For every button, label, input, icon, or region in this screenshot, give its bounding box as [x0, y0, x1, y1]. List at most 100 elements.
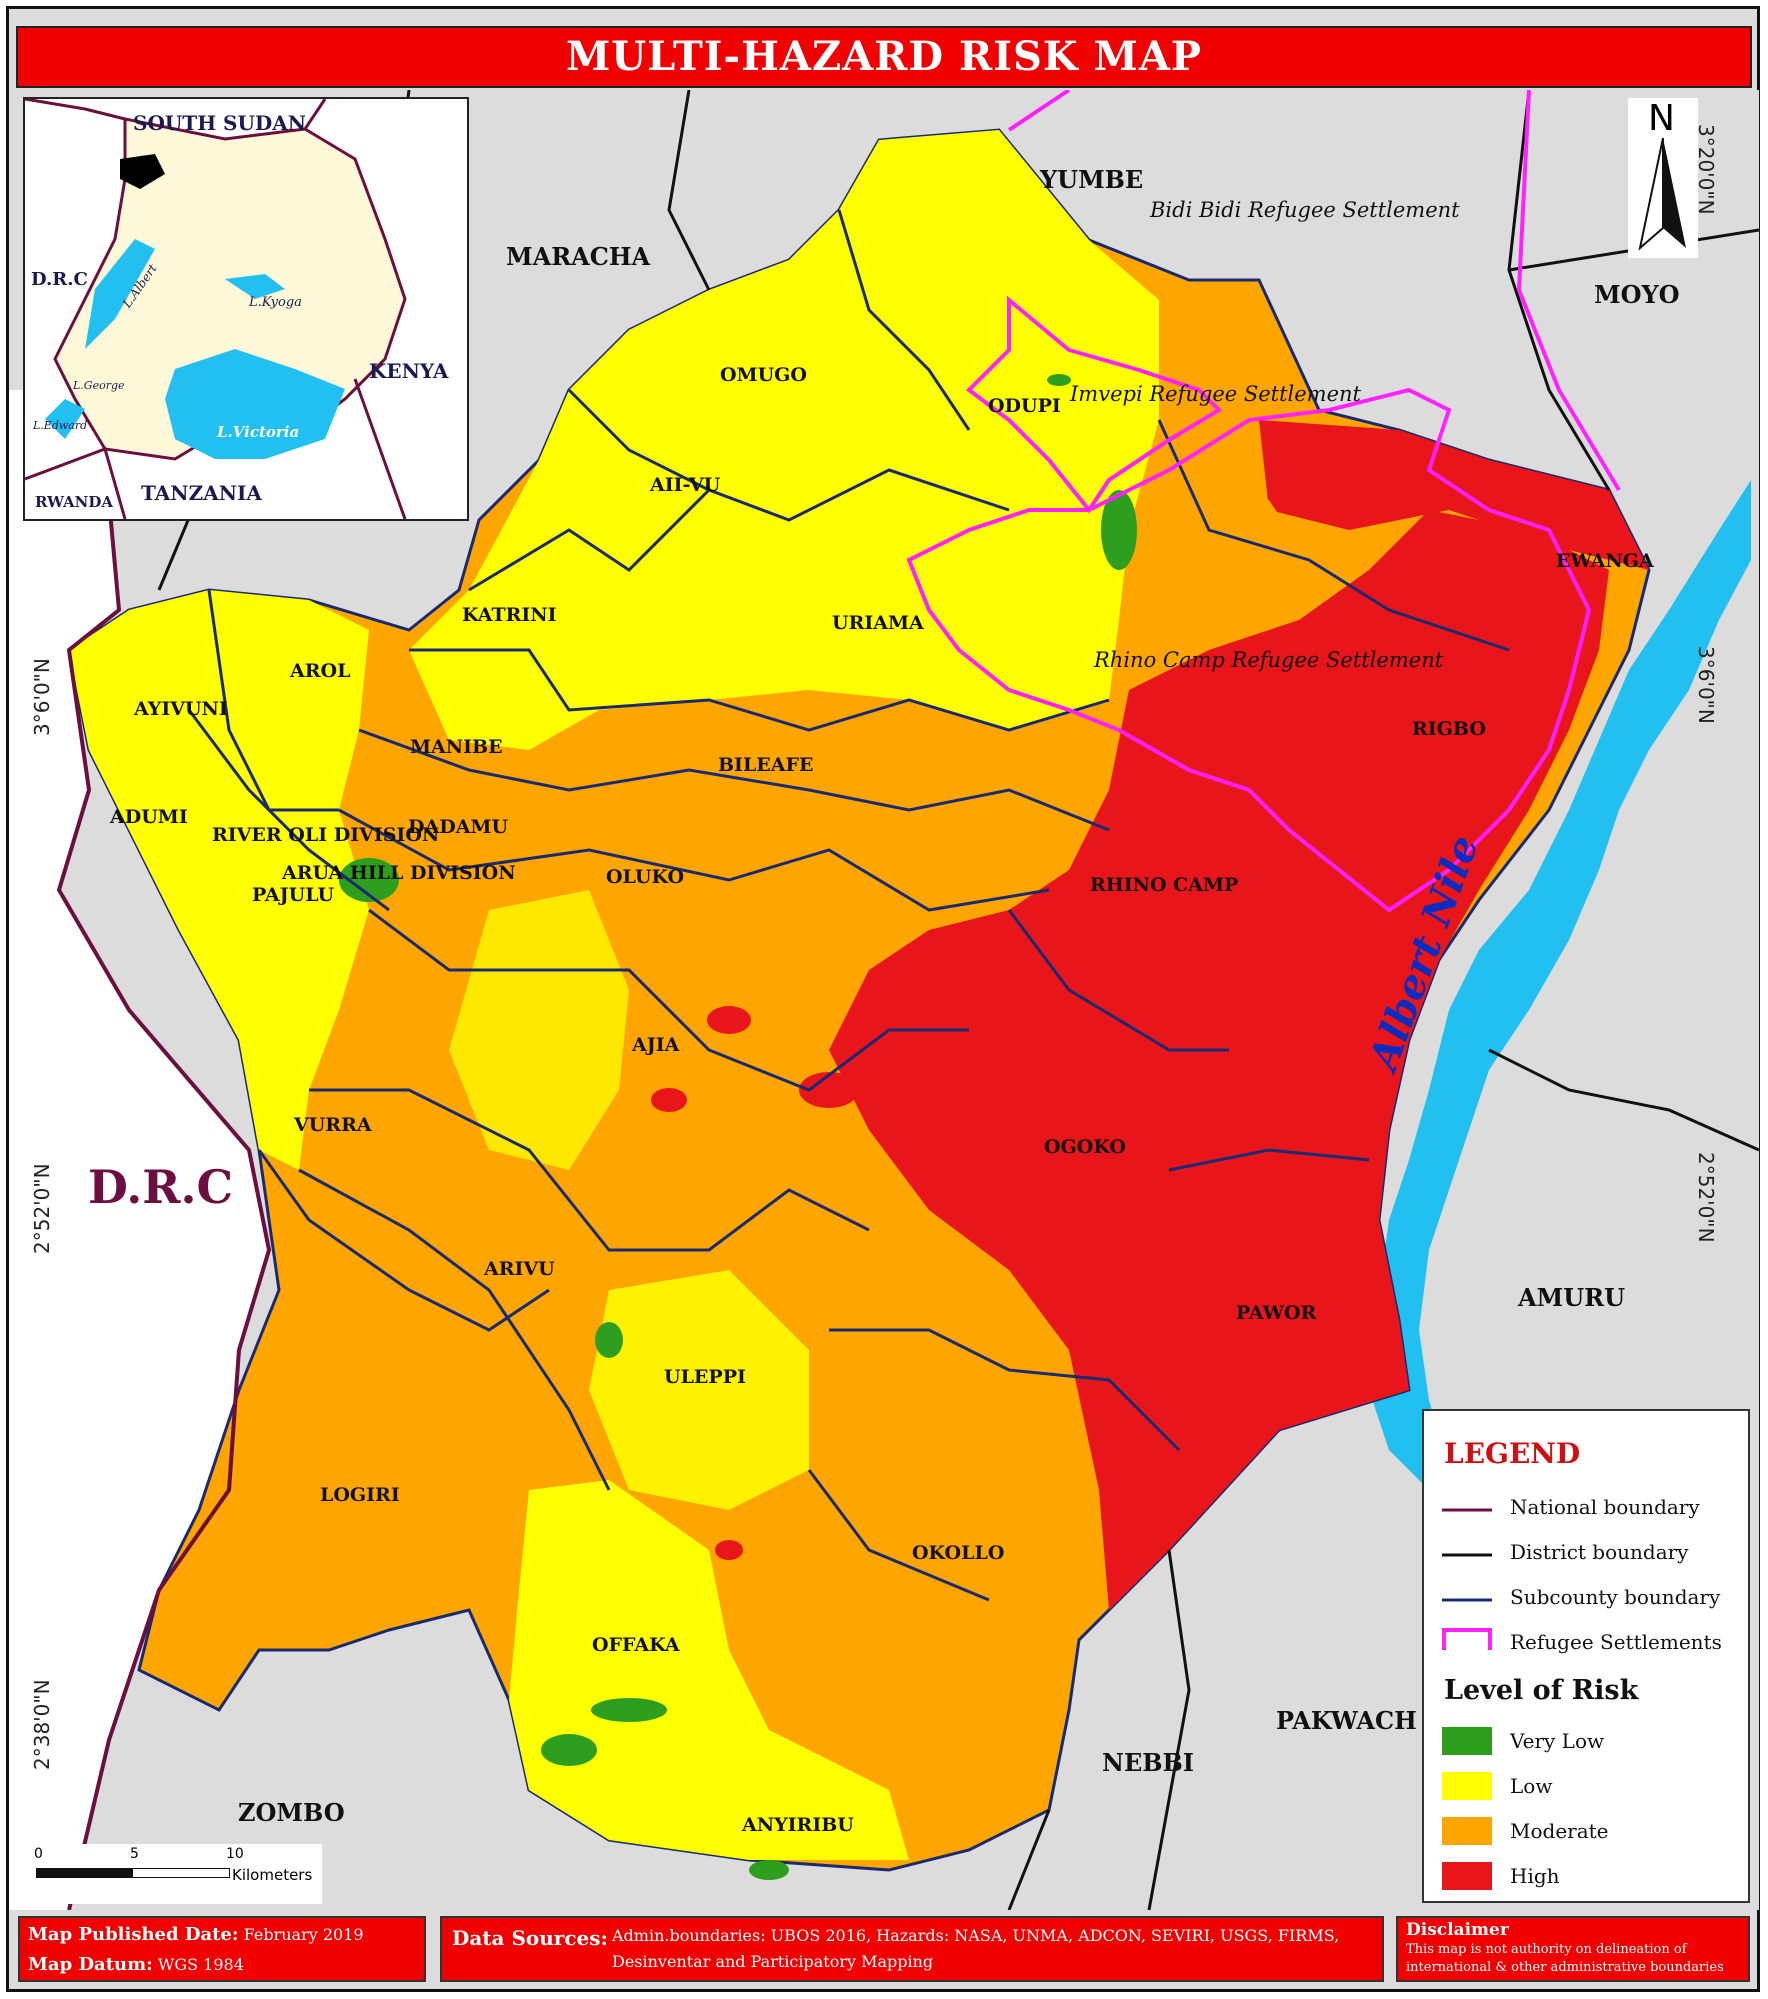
district-amuru: AMURU	[1518, 1283, 1625, 1312]
scale-segment-black	[36, 1868, 134, 1878]
sources-label: Data Sources:	[452, 1926, 608, 1950]
inset-map: SOUTH SUDAN D.R.C KENYA TANZANIA RWANDA …	[23, 97, 469, 521]
subcounty-arol: AROL	[290, 660, 351, 682]
settlement-bidi-bidi: Bidi Bidi Refugee Settlement	[1150, 198, 1460, 222]
footer-disclaimer: Disclaimer This map is not authority on …	[1396, 1916, 1750, 1982]
inset-label-kenya: KENYA	[369, 359, 449, 383]
low-risk-west	[69, 590, 369, 1170]
legend-row-refugee: Refugee Settlements	[1442, 1628, 1742, 1656]
subcounty-dadamu: DADAMU	[408, 816, 509, 838]
inset-label-rwanda: RWANDA	[35, 493, 114, 511]
sources-line-1: Admin.boundaries: UBOS 2016, Hazards: NA…	[612, 1926, 1340, 1945]
sources-line-2: Desinventar and Participatory Mapping	[612, 1952, 934, 1971]
national-boundary	[56, 389, 272, 1910]
legend-label-national: National boundary	[1510, 1495, 1700, 1519]
scale-segment-white	[132, 1868, 230, 1878]
legend-symbol-subcounty	[1442, 1598, 1492, 1602]
subcounty-ogoko: OGOKO	[1044, 1136, 1126, 1158]
legend-label-district: District boundary	[1510, 1540, 1689, 1564]
legend-label-moderate: Moderate	[1510, 1819, 1609, 1843]
legend-label-high: High	[1510, 1864, 1560, 1888]
subcounty-ajia: AJIA	[632, 1034, 680, 1056]
subcounty-anyiribu: ANYIRIBU	[742, 1814, 854, 1836]
low-risk-north	[409, 130, 1159, 750]
subcounty-pawor: PAWOR	[1236, 1302, 1317, 1324]
district-zombo: ZOMBO	[238, 1798, 345, 1827]
subcounty-arua-hill-division: ARUA HILL DIVISION	[282, 862, 516, 884]
north-arrow: N	[1628, 98, 1698, 258]
subcounty-manibe: MANIBE	[410, 736, 503, 758]
inset-label-drc: D.R.C	[31, 269, 88, 290]
subcounty-katrini: KATRINI	[462, 604, 557, 626]
legend-row-high: High	[1442, 1862, 1742, 1890]
legend-title: LEGEND	[1444, 1437, 1581, 1470]
district-maracha: MARACHA	[506, 242, 651, 271]
inset-label-l-victoria: L.Victoria	[217, 423, 300, 441]
legend-label-refugee: Refugee Settlements	[1510, 1630, 1722, 1654]
coord-left-mid-lower: 2°52'0"N	[30, 1163, 54, 1254]
subcounty-pajulu: PAJULU	[252, 884, 335, 906]
legend-label-very-low: Very Low	[1510, 1729, 1605, 1753]
subcounty-vurra: VURRA	[294, 1114, 372, 1136]
datum-value: WGS 1984	[157, 1955, 244, 1974]
legend-row-national: National boundary	[1442, 1493, 1742, 1521]
low-risk-uleppi	[589, 1270, 809, 1510]
scale-bar: 0 5 10 Kilometers	[22, 1844, 322, 1904]
published-value: February 2019	[243, 1925, 364, 1944]
legend-risk-title: Level of Risk	[1444, 1675, 1639, 1706]
low-risk-center	[449, 890, 629, 1170]
district-pakwach: PAKWACH	[1276, 1706, 1417, 1735]
district-moyo: MOYO	[1594, 280, 1680, 309]
inset-label-south-sudan: SOUTH SUDAN	[133, 111, 307, 135]
legend-symbol-district	[1442, 1553, 1492, 1557]
inset-label-l-george: L.George	[73, 379, 125, 392]
coord-left-mid-upper: 3°6'0"N	[30, 658, 54, 736]
disclaimer-line-2: international & other administrative bou…	[1406, 1960, 1724, 1975]
published-label: Map Published Date:	[28, 1924, 239, 1945]
inset-label-l-edward: L.Edward	[33, 419, 88, 432]
legend-row-subcounty: Subcounty boundary	[1442, 1583, 1742, 1611]
legend-symbol-refugee	[1442, 1628, 1492, 1650]
subcounty-uleppi: ULEPPI	[664, 1366, 746, 1388]
settlement-rhino-camp: Rhino Camp Refugee Settlement	[1094, 648, 1444, 672]
legend-row-very-low: Very Low	[1442, 1727, 1742, 1755]
scale-unit: Kilometers	[232, 1866, 313, 1884]
inset-svg	[24, 97, 467, 520]
legend-label-subcounty: Subcounty boundary	[1510, 1585, 1721, 1609]
subcounty-arivu: ARIVU	[484, 1258, 555, 1280]
legend-label-low: Low	[1510, 1774, 1553, 1798]
legend-row-district: District boundary	[1442, 1538, 1742, 1566]
bidi-bidi-edge	[1516, 90, 1621, 492]
low-risk-south	[509, 1480, 909, 1860]
subcounty-bileafe: BILEAFE	[718, 754, 814, 776]
coord-left-bottom: 2°38'0"N	[30, 1679, 54, 1770]
bidi-bidi-boundary	[1007, 90, 1071, 132]
legend-swatch-moderate	[1442, 1817, 1492, 1845]
subcounty-okollo: OKOLLO	[912, 1542, 1005, 1564]
disclaimer-line-1: This map is not authority on delineation…	[1406, 1942, 1687, 1957]
map-title: MULTI-HAZARD RISK MAP	[16, 26, 1752, 88]
district-nebbi: NEBBI	[1102, 1748, 1195, 1777]
albert-nile	[1369, 480, 1751, 1490]
subcounty-rigbo: RIGBO	[1412, 718, 1486, 740]
settlement-imvepi: Imvepi Refugee Settlement	[1070, 382, 1361, 406]
north-arrow-label: N	[1648, 98, 1675, 139]
datum-label: Map Datum:	[28, 1954, 153, 1975]
district-drc: D.R.C	[88, 1160, 234, 1214]
legend-symbol-national	[1442, 1508, 1492, 1512]
inset-label-tanzania: TANZANIA	[141, 481, 262, 505]
subcounty-ewanga: EWANGA	[1556, 550, 1654, 572]
subcounty-odupi: ODUPI	[988, 395, 1061, 417]
district-yumbe: YUMBE	[1040, 165, 1144, 194]
moderate-island	[1149, 500, 1309, 650]
legend-row-low: Low	[1442, 1772, 1742, 1800]
subcounty-ayivuni: AYIVUNI	[134, 698, 228, 720]
legend: LEGEND National boundary District bounda…	[1422, 1409, 1750, 1903]
high-risk-east	[829, 510, 1609, 1610]
inset-label-l-kyoga: L.Kyoga	[249, 295, 302, 310]
disclaimer-label: Disclaimer	[1406, 1920, 1509, 1940]
footer-publication: Map Published Date: February 2019 Map Da…	[18, 1916, 426, 1982]
subcounty-river-oli-division: RIVER OLI DIVISION	[212, 824, 440, 846]
drc-region	[9, 390, 269, 1910]
subcounty-offaka: OFFAKA	[592, 1634, 680, 1656]
